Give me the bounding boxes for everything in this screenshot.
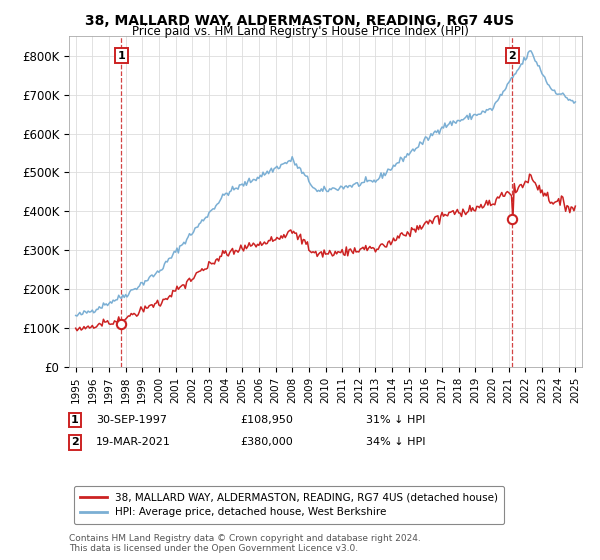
Text: £380,000: £380,000 <box>240 437 293 447</box>
Text: 1: 1 <box>71 415 79 425</box>
Text: 2: 2 <box>508 51 516 61</box>
Text: 31% ↓ HPI: 31% ↓ HPI <box>366 415 425 425</box>
Point <box>116 320 126 329</box>
Text: Price paid vs. HM Land Registry's House Price Index (HPI): Price paid vs. HM Land Registry's House … <box>131 25 469 38</box>
Text: 2: 2 <box>71 437 79 447</box>
Text: 19-MAR-2021: 19-MAR-2021 <box>96 437 171 447</box>
Text: 30-SEP-1997: 30-SEP-1997 <box>96 415 167 425</box>
Text: 38, MALLARD WAY, ALDERMASTON, READING, RG7 4US: 38, MALLARD WAY, ALDERMASTON, READING, R… <box>85 14 515 28</box>
Text: Contains HM Land Registry data © Crown copyright and database right 2024.
This d: Contains HM Land Registry data © Crown c… <box>69 534 421 553</box>
Text: 34% ↓ HPI: 34% ↓ HPI <box>366 437 425 447</box>
Text: 1: 1 <box>118 51 125 61</box>
Point <box>508 214 517 223</box>
Legend: 38, MALLARD WAY, ALDERMASTON, READING, RG7 4US (detached house), HPI: Average pr: 38, MALLARD WAY, ALDERMASTON, READING, R… <box>74 486 504 524</box>
Text: £108,950: £108,950 <box>240 415 293 425</box>
